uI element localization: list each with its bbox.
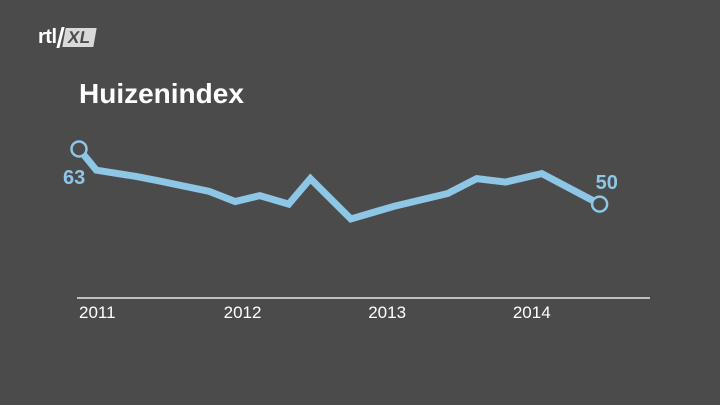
series-line [76, 146, 602, 223]
x-tick-label: 2012 [224, 303, 262, 322]
x-tick-label: 2014 [513, 303, 551, 322]
x-tick-label: 2011 [79, 303, 116, 322]
data-label: 50 [596, 172, 618, 194]
rtlxl-logo: rtl XL [38, 26, 96, 48]
chart-title: Huizenindex [79, 78, 244, 109]
logo-text: rtl [38, 26, 57, 48]
start-point-marker [70, 140, 88, 158]
data-label: 63 [63, 167, 85, 189]
x-tick-label: 2013 [368, 303, 406, 322]
end-point-marker [590, 195, 609, 213]
